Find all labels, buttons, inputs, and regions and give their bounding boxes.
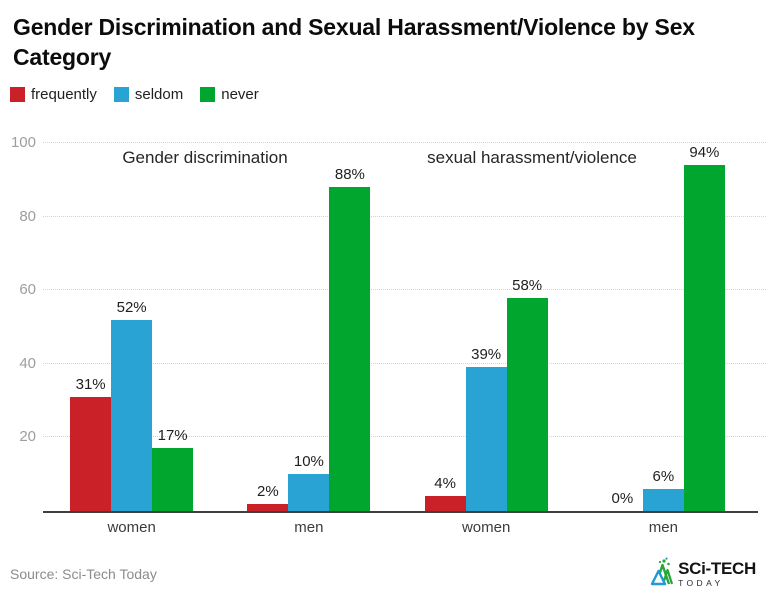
- bar-value-label: 0%: [611, 490, 634, 507]
- x-axis-baseline: [43, 511, 758, 513]
- bar-group-women: 4% 39% 58% women: [398, 143, 575, 543]
- page-title: Gender Discrimination and Sexual Harassm…: [13, 14, 695, 70]
- source-text: Source: Sci-Tech Today: [10, 566, 157, 582]
- gridline-60: [43, 289, 766, 291]
- bar-value-label: 17%: [157, 427, 188, 445]
- bar-column-never: 17%: [152, 427, 194, 511]
- bar-group-men: 0% 6% 94% men: [575, 143, 752, 543]
- bar-column-frequently: 4%: [424, 475, 466, 511]
- gridline-100: [43, 142, 766, 143]
- bar-column-never: 58%: [506, 276, 548, 511]
- x-axis-label-women: women: [461, 518, 511, 536]
- bar-column-seldom: 39%: [465, 346, 507, 511]
- legend-item-frequently: frequently: [10, 86, 97, 103]
- bars: 0% 6% 94%: [575, 143, 752, 511]
- legend-swatch-frequently: [10, 86, 25, 102]
- legend-item-seldom: seldom: [113, 85, 184, 103]
- bar-seldom-men: [288, 474, 330, 511]
- bar-column-frequently: 2%: [247, 482, 289, 511]
- bar-frequently-women: [70, 396, 112, 511]
- bar-column-never: 88%: [329, 166, 371, 511]
- chart-area: 20 40 60 80 100 Gender discrimination sexual…: [0, 134, 768, 543]
- bar-value-label: 6%: [652, 467, 675, 485]
- bar-value-label: 39%: [471, 346, 502, 364]
- gridline-40: [43, 362, 766, 364]
- bar-column-frequently: 0%: [602, 490, 643, 511]
- footer: Source: Sci-Tech Today SCi-TECH TODAY: [0, 555, 768, 593]
- y-tick-label-60: 60: [19, 281, 36, 299]
- logo-text-main: SCi-TECH: [678, 559, 756, 578]
- bar-value-label: 4%: [434, 475, 456, 493]
- bar-group-women: 31% 52% 17% women: [43, 143, 220, 543]
- bar-column-seldom: 10%: [288, 453, 330, 511]
- bars: 2% 10% 88%: [220, 143, 397, 511]
- bars: 4% 39% 58%: [398, 143, 575, 511]
- bars: 31% 52% 17%: [43, 143, 220, 511]
- plot-area: 31% 52% 17% women 2% 10% 88% men 4% 39% 58% women 0%…: [43, 143, 752, 543]
- bar-value-label: 31%: [75, 375, 106, 393]
- bar-column-never: 94%: [683, 144, 725, 511]
- x-axis-label-men: men: [648, 518, 678, 536]
- bar-column-seldom: 6%: [642, 467, 684, 511]
- bar-frequently-men: [247, 503, 289, 511]
- legend-label: seldom: [134, 85, 184, 103]
- legend-label: frequently: [31, 85, 97, 103]
- bar-never-women: [152, 448, 194, 511]
- bar-never-men: [683, 165, 725, 511]
- bar-value-label: 58%: [512, 276, 543, 294]
- x-axis-label-men: men: [294, 518, 324, 536]
- legend-swatch-seldom: [113, 86, 129, 102]
- panel-title-gender-discrimination: Gender discrimination: [122, 148, 288, 167]
- scitech-logo: SCi-TECH TODAY: [649, 557, 756, 592]
- bar-seldom-women: [465, 367, 507, 511]
- legend-item-never: never: [200, 86, 259, 103]
- legend-swatch-never: [200, 86, 216, 102]
- bar-column-frequently: 31%: [70, 375, 112, 511]
- x-axis-label-women: women: [107, 518, 156, 536]
- bar-value-label: 2%: [257, 482, 279, 500]
- bar-value-label: 52%: [116, 298, 147, 316]
- gridline-20: [43, 436, 766, 438]
- y-tick-label-100: 100: [10, 134, 36, 151]
- legend: frequently seldom never: [10, 85, 768, 103]
- scitech-logo-icon: [649, 557, 675, 592]
- logo-text-sub: TODAY: [678, 578, 724, 588]
- bar-group-men: 2% 10% 88% men: [220, 143, 397, 543]
- legend-label: never: [221, 85, 259, 103]
- gridline-80: [43, 215, 766, 217]
- y-tick-label-80: 80: [19, 207, 36, 225]
- y-tick-label-40: 40: [19, 354, 36, 372]
- bar-never-women: [506, 297, 548, 511]
- bar-never-men: [329, 187, 371, 511]
- y-tick-label-20: 20: [19, 428, 36, 446]
- bar-value-label: 10%: [293, 453, 324, 471]
- bar-frequently-women: [424, 496, 466, 511]
- bar-column-seldom: 52%: [111, 298, 153, 511]
- panel-title-sexual-harassment: sexual harassment/violence: [427, 148, 637, 167]
- bar-seldom-women: [111, 319, 153, 511]
- bar-seldom-men: [642, 488, 684, 511]
- bar-value-label: 88%: [334, 166, 365, 184]
- bar-value-label: 94%: [689, 144, 720, 162]
